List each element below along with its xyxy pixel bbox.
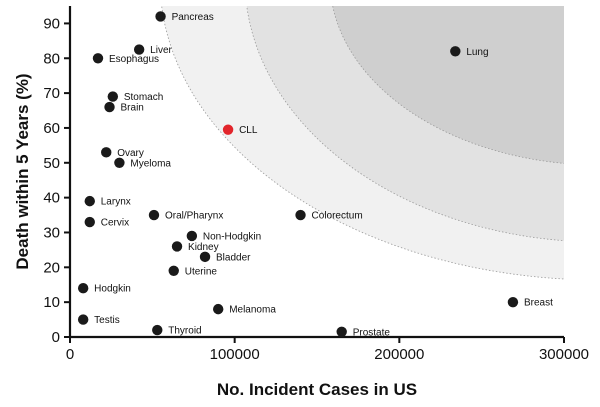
point-kidney	[171, 241, 183, 252]
point-stomach	[107, 91, 119, 102]
point-hodgkin	[77, 283, 89, 294]
x-tick-label: 200000	[374, 346, 424, 363]
label-breast: Breast	[524, 298, 553, 309]
y-tick-label: 90	[43, 15, 60, 32]
x-tick-label: 300000	[539, 346, 589, 363]
point-brain	[104, 101, 115, 113]
label-colorectum: Colorectum	[312, 211, 363, 222]
label-thyroid: Thyroid	[168, 326, 201, 337]
label-lung: Lung	[466, 47, 488, 58]
label-non-hodgkin: Non-Hodgkin	[203, 231, 261, 242]
point-ovary	[101, 147, 112, 158]
point-esophagus	[92, 53, 104, 64]
label-bladder: Bladder	[216, 252, 251, 263]
label-larynx: Larynx	[101, 197, 131, 208]
x-axis-ticks: 0 100000 200000 300000	[66, 337, 589, 363]
label-ovary: Ovary	[117, 148, 144, 159]
label-uterine: Uterine	[185, 266, 218, 277]
y-tick-label: 50	[43, 155, 60, 172]
point-non-hodgkin	[186, 230, 198, 242]
label-cervix: Cervix	[101, 218, 129, 229]
label-kidney: Kidney	[188, 242, 219, 253]
point-testis	[77, 314, 89, 325]
x-tick-label: 100000	[210, 346, 260, 363]
label-oral-pharynx: Oral/Pharynx	[165, 211, 223, 222]
label-melanoma: Melanoma	[229, 305, 276, 316]
y-tick-label: 70	[43, 85, 60, 102]
y-tick-label: 20	[43, 259, 60, 276]
y-tick-label: 80	[43, 50, 60, 67]
point-myeloma	[114, 157, 125, 168]
point-oral-pharynx	[148, 209, 160, 221]
y-tick-label: 60	[43, 120, 60, 137]
point-prostate	[336, 326, 347, 337]
y-tick-label: 0	[52, 329, 60, 346]
y-tick-label: 10	[43, 294, 60, 311]
point-pancreas	[155, 11, 166, 22]
label-brain: Brain	[121, 103, 144, 114]
point-uterine	[168, 265, 179, 276]
label-esophagus: Esophagus	[109, 54, 159, 65]
point-thyroid	[152, 324, 163, 336]
label-liver: Liver	[150, 45, 172, 56]
label-hodgkin: Hodgkin	[94, 284, 131, 295]
x-tick-label: 0	[66, 346, 74, 363]
y-axis-ticks: 0 10 20 30 40 50 60 70 80 90	[43, 15, 70, 346]
point-cll	[222, 124, 234, 135]
label-prostate: Prostate	[353, 327, 391, 338]
label-stomach: Stomach	[124, 92, 163, 103]
point-colorectum	[295, 209, 306, 221]
label-myeloma: Myeloma	[130, 158, 171, 169]
label-testis: Testis	[94, 315, 120, 326]
zone-dark	[332, 6, 564, 164]
y-tick-label: 30	[43, 224, 60, 241]
point-melanoma	[213, 303, 224, 315]
point-breast	[507, 296, 519, 308]
label-pancreas: Pancreas	[172, 12, 214, 23]
x-axis-title: No. Incident Cases in US	[217, 380, 417, 399]
y-axis-title: Death within 5 Years (%)	[13, 73, 32, 269]
risk-zones	[161, 6, 564, 280]
y-tick-label: 40	[43, 190, 60, 207]
point-cervix	[84, 216, 95, 228]
label-cll: CLL	[239, 125, 258, 136]
point-liver	[133, 44, 145, 55]
axes	[68, 6, 564, 339]
data-points	[77, 11, 519, 337]
point-bladder	[199, 251, 211, 263]
point-lung	[450, 46, 461, 57]
point-larynx	[84, 195, 95, 207]
